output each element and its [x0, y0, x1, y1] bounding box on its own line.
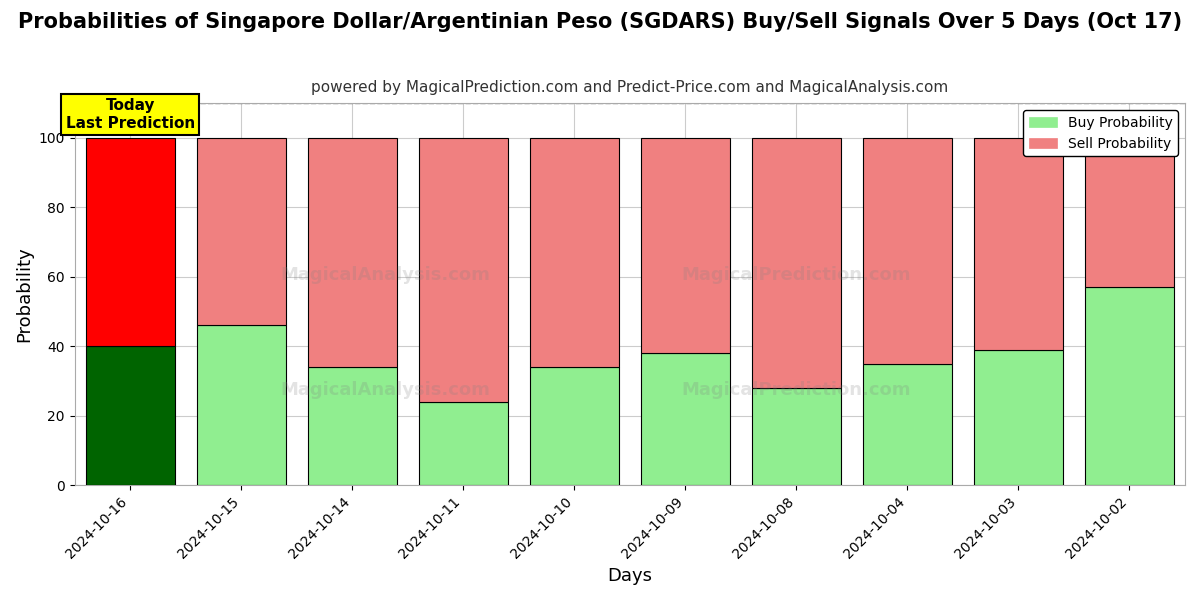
Bar — [641, 138, 730, 353]
Bar — [863, 138, 952, 364]
Bar — [1085, 287, 1174, 485]
Bar — [641, 353, 730, 485]
Bar — [85, 346, 174, 485]
Bar — [752, 138, 841, 388]
Legend: Buy Probability, Sell Probability: Buy Probability, Sell Probability — [1024, 110, 1178, 156]
Title: powered by MagicalPrediction.com and Predict-Price.com and MagicalAnalysis.com: powered by MagicalPrediction.com and Pre… — [311, 80, 948, 95]
Bar — [85, 138, 174, 346]
X-axis label: Days: Days — [607, 567, 653, 585]
Text: MagicalAnalysis.com: MagicalAnalysis.com — [281, 266, 491, 284]
Bar — [197, 138, 286, 325]
Bar — [308, 367, 397, 485]
Bar — [419, 138, 508, 402]
Bar — [197, 325, 286, 485]
Text: MagicalPrediction.com: MagicalPrediction.com — [682, 266, 911, 284]
Bar — [974, 138, 1063, 350]
Text: Today
Last Prediction: Today Last Prediction — [66, 98, 194, 131]
Y-axis label: Probability: Probability — [16, 246, 34, 342]
Bar — [530, 367, 619, 485]
Text: Probabilities of Singapore Dollar/Argentinian Peso (SGDARS) Buy/Sell Signals Ove: Probabilities of Singapore Dollar/Argent… — [18, 12, 1182, 32]
Bar — [974, 350, 1063, 485]
Text: MagicalAnalysis.com: MagicalAnalysis.com — [281, 380, 491, 398]
Bar — [752, 388, 841, 485]
Bar — [530, 138, 619, 367]
Text: MagicalPrediction.com: MagicalPrediction.com — [682, 380, 911, 398]
Bar — [419, 402, 508, 485]
Bar — [1085, 138, 1174, 287]
Bar — [308, 138, 397, 367]
Bar — [863, 364, 952, 485]
